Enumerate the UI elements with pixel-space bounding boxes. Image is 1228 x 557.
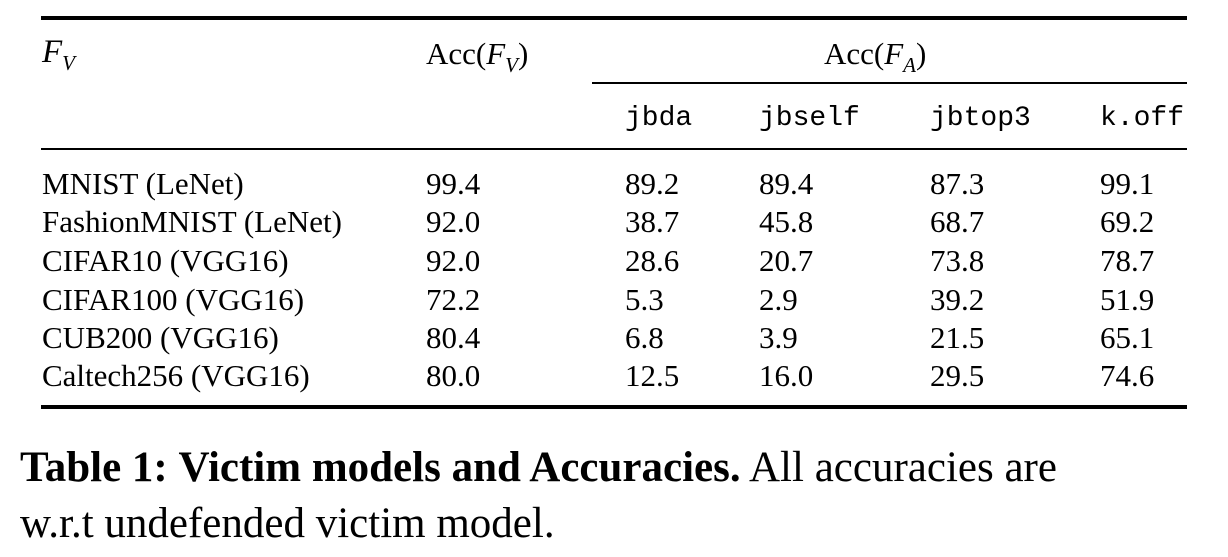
- row-jbself: 45.8: [759, 204, 814, 239]
- table-caption-line2: w.r.t undefended victim model.: [20, 502, 555, 545]
- caption-title: Victim models and Accuracies.: [178, 444, 741, 491]
- row-model: CIFAR100 (VGG16): [42, 282, 305, 317]
- header-rule: [41, 148, 1187, 150]
- row-koff: 65.1: [1100, 320, 1155, 355]
- row-koff: 78.7: [1100, 243, 1155, 278]
- row-jbda: 38.7: [625, 204, 680, 239]
- caption-text-line1: All accuracies are: [749, 444, 1057, 491]
- row-jbtop3: 29.5: [930, 358, 985, 393]
- header-acc-fa: Acc(FA): [824, 36, 927, 76]
- row-model: Caltech256 (VGG16): [42, 358, 310, 393]
- row-jbda: 28.6: [625, 243, 680, 278]
- row-koff: 74.6: [1100, 358, 1155, 393]
- header-acc-fa-prefix: Acc(: [824, 36, 885, 71]
- header-fv-symbol: F: [42, 34, 63, 70]
- header-fv-subscript: V: [62, 51, 75, 75]
- row-acc-fv: 92.0: [426, 204, 481, 239]
- row-koff: 51.9: [1100, 282, 1155, 317]
- row-jbtop3: 39.2: [930, 282, 985, 317]
- row-jbda: 12.5: [625, 358, 680, 393]
- row-jbda: 89.2: [625, 166, 680, 201]
- row-jbself: 16.0: [759, 358, 814, 393]
- row-jbda: 6.8: [625, 320, 664, 355]
- header-acc-fv: Acc(FV): [426, 36, 529, 76]
- row-jbself: 89.4: [759, 166, 814, 201]
- row-acc-fv: 80.4: [426, 320, 481, 355]
- row-jbself: 3.9: [759, 320, 798, 355]
- header-acc-fa-subscript: A: [903, 53, 916, 77]
- row-jbself: 20.7: [759, 243, 814, 278]
- row-jbtop3: 87.3: [930, 166, 985, 201]
- header-acc-fv-symbol: F: [486, 36, 506, 71]
- header-method-koff: k.off: [1100, 103, 1185, 134]
- caption-text-line2: w.r.t undefended victim model.: [20, 500, 555, 547]
- row-koff: 69.2: [1100, 204, 1155, 239]
- row-jbda: 5.3: [625, 282, 664, 317]
- row-jbtop3: 73.8: [930, 243, 985, 278]
- top-rule: [41, 16, 1187, 20]
- header-acc-fa-suffix: ): [916, 36, 927, 71]
- bottom-rule: [41, 405, 1187, 409]
- row-jbtop3: 68.7: [930, 204, 985, 239]
- header-method-jbself: jbself: [759, 103, 860, 134]
- header-acc-fv-suffix: ): [518, 36, 529, 71]
- row-model: MNIST (LeNet): [42, 166, 244, 201]
- row-acc-fv: 72.2: [426, 282, 481, 317]
- row-jbtop3: 21.5: [930, 320, 985, 355]
- header-acc-fv-prefix: Acc(: [426, 36, 487, 71]
- header-acc-fa-symbol: F: [884, 36, 904, 71]
- acc-fa-cmidrule: [592, 82, 1187, 84]
- row-jbself: 2.9: [759, 282, 798, 317]
- header-acc-fv-subscript: V: [505, 53, 518, 77]
- row-model: CUB200 (VGG16): [42, 320, 279, 355]
- row-model: FashionMNIST (LeNet): [42, 204, 342, 239]
- row-acc-fv: 92.0: [426, 243, 481, 278]
- row-model: CIFAR10 (VGG16): [42, 243, 289, 278]
- row-acc-fv: 99.4: [426, 166, 481, 201]
- table-caption-line1: Table 1: Victim models and Accuracies. A…: [20, 446, 1057, 489]
- header-method-jbtop3: jbtop3: [930, 103, 1031, 134]
- header-method-jbda: jbda: [625, 103, 693, 134]
- row-koff: 99.1: [1100, 166, 1155, 201]
- row-acc-fv: 80.0: [426, 358, 481, 393]
- header-fv: FV: [42, 34, 75, 74]
- caption-label: Table 1:: [20, 444, 168, 491]
